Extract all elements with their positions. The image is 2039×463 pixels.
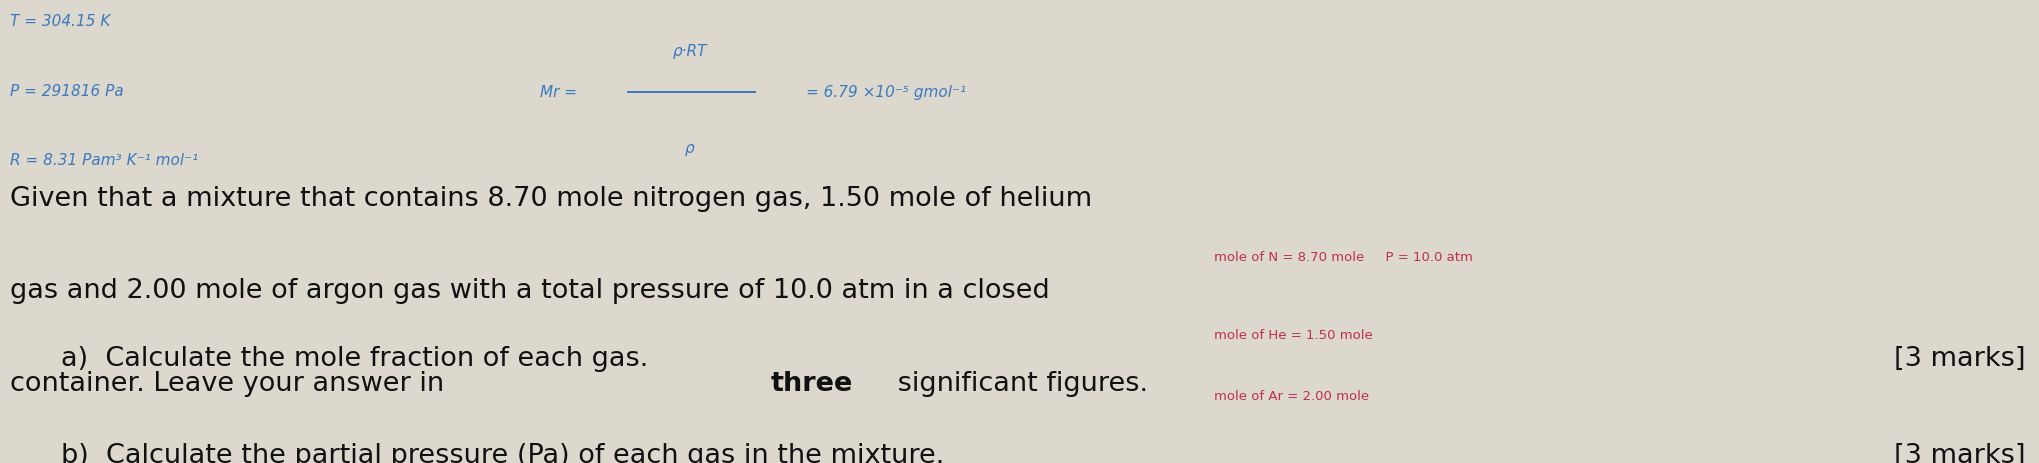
Text: b)  Calculate the partial pressure (Pa) of each gas in the mixture.: b) Calculate the partial pressure (Pa) o… xyxy=(61,442,944,463)
Text: a)  Calculate the mole fraction of each gas.: a) Calculate the mole fraction of each g… xyxy=(61,345,648,371)
Text: ρ: ρ xyxy=(685,141,693,156)
Text: mole of He = 1.50 mole: mole of He = 1.50 mole xyxy=(1213,329,1372,342)
Text: mole of N = 8.70 mole     P = 10.0 atm: mole of N = 8.70 mole P = 10.0 atm xyxy=(1213,250,1472,263)
Text: mole of Ar = 2.00 mole: mole of Ar = 2.00 mole xyxy=(1213,389,1368,402)
Text: Given that a mixture that contains 8.70 mole nitrogen gas, 1.50 mole of helium: Given that a mixture that contains 8.70 … xyxy=(10,185,1091,211)
Text: [3 marks]: [3 marks] xyxy=(1892,345,2025,371)
Text: T = 304.15 K: T = 304.15 K xyxy=(10,14,110,29)
Text: ρ·RT: ρ·RT xyxy=(673,44,705,58)
Text: container. Leave your answer in: container. Leave your answer in xyxy=(10,370,453,396)
Text: Mr =: Mr = xyxy=(538,85,581,100)
Text: = 6.79 ×10⁻⁵ gmol⁻¹: = 6.79 ×10⁻⁵ gmol⁻¹ xyxy=(805,85,964,100)
Text: [3 marks]: [3 marks] xyxy=(1892,442,2025,463)
Text: three: three xyxy=(771,370,852,396)
Text: R = 8.31 Pam³ K⁻¹ mol⁻¹: R = 8.31 Pam³ K⁻¹ mol⁻¹ xyxy=(10,153,198,168)
Text: gas and 2.00 mole of argon gas with a total pressure of 10.0 atm in a closed: gas and 2.00 mole of argon gas with a to… xyxy=(10,278,1050,304)
Text: significant figures.: significant figures. xyxy=(889,370,1148,396)
Text: P = 291816 Pa: P = 291816 Pa xyxy=(10,83,124,98)
